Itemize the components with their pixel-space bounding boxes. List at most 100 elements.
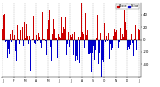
Bar xyxy=(79,40,80,63)
Bar xyxy=(107,40,108,41)
Bar xyxy=(89,40,90,54)
Bar xyxy=(139,37,140,40)
Bar xyxy=(125,23,126,40)
Bar xyxy=(6,40,7,41)
Bar xyxy=(16,40,17,53)
Bar xyxy=(35,32,36,40)
Bar xyxy=(128,24,129,40)
Bar xyxy=(22,27,23,40)
Bar xyxy=(114,29,115,40)
Bar xyxy=(62,33,63,40)
Bar xyxy=(113,36,114,40)
Bar xyxy=(83,40,84,49)
Bar xyxy=(4,14,5,40)
Bar xyxy=(68,32,69,40)
Bar xyxy=(104,23,105,40)
Bar xyxy=(102,40,103,60)
Bar xyxy=(111,38,112,40)
Bar xyxy=(37,40,38,41)
Bar xyxy=(97,15,98,40)
Bar xyxy=(72,37,73,40)
Bar xyxy=(63,32,64,40)
Bar xyxy=(67,40,68,44)
Bar xyxy=(30,40,31,71)
Bar xyxy=(85,13,86,40)
Bar xyxy=(57,40,58,58)
Bar xyxy=(80,37,81,40)
Bar xyxy=(98,40,99,64)
Bar xyxy=(33,16,34,40)
Bar xyxy=(48,20,49,40)
Bar xyxy=(3,15,4,40)
Bar xyxy=(132,40,133,43)
Bar xyxy=(59,37,60,40)
Bar xyxy=(135,25,136,40)
Bar xyxy=(73,40,74,55)
Bar xyxy=(92,40,93,53)
Bar xyxy=(27,36,28,40)
Bar xyxy=(54,29,55,40)
Bar xyxy=(8,40,9,49)
Bar xyxy=(66,40,67,55)
Bar xyxy=(42,12,43,40)
Bar xyxy=(46,40,47,55)
Bar xyxy=(10,38,11,40)
Bar xyxy=(43,39,44,40)
Bar xyxy=(55,38,56,40)
Bar xyxy=(95,40,96,50)
Bar xyxy=(28,40,29,44)
Bar xyxy=(51,40,52,61)
Bar xyxy=(100,40,101,56)
Bar xyxy=(109,40,110,59)
Bar xyxy=(94,40,95,60)
Bar xyxy=(116,30,117,40)
Bar xyxy=(75,40,76,61)
Bar xyxy=(69,40,70,47)
Bar xyxy=(15,40,16,51)
Bar xyxy=(60,38,61,40)
Bar xyxy=(99,40,100,53)
Bar xyxy=(120,28,121,40)
Bar xyxy=(101,40,102,77)
Bar xyxy=(11,40,12,42)
Bar xyxy=(82,32,83,40)
Bar xyxy=(136,40,137,50)
Bar xyxy=(93,40,94,46)
Bar xyxy=(133,40,134,56)
Bar xyxy=(108,33,109,40)
Bar xyxy=(17,25,18,40)
Bar xyxy=(5,40,6,42)
Bar xyxy=(86,35,87,40)
Bar xyxy=(129,40,130,49)
Bar xyxy=(91,40,92,72)
Bar xyxy=(14,35,15,40)
Bar xyxy=(7,40,8,61)
Bar xyxy=(88,40,89,54)
Bar xyxy=(123,37,124,40)
Bar xyxy=(78,37,79,40)
Bar xyxy=(127,40,128,50)
Bar xyxy=(18,39,19,40)
Bar xyxy=(53,19,54,40)
Bar xyxy=(71,37,72,40)
Bar xyxy=(119,40,120,42)
Bar xyxy=(112,40,113,48)
Bar xyxy=(19,40,20,44)
Bar xyxy=(121,39,122,40)
Bar xyxy=(20,30,21,40)
Bar xyxy=(84,40,85,48)
Bar xyxy=(103,40,104,62)
Bar xyxy=(124,10,125,40)
Bar xyxy=(61,17,62,40)
Bar xyxy=(138,29,139,40)
Bar xyxy=(76,40,77,56)
Bar xyxy=(105,40,106,42)
Bar xyxy=(64,29,65,40)
Bar xyxy=(32,39,33,40)
Bar xyxy=(47,29,48,40)
Bar xyxy=(126,30,127,40)
Bar xyxy=(58,34,59,40)
Bar xyxy=(50,40,51,47)
Legend: Above, Below: Above, Below xyxy=(116,4,139,9)
Bar xyxy=(56,38,57,40)
